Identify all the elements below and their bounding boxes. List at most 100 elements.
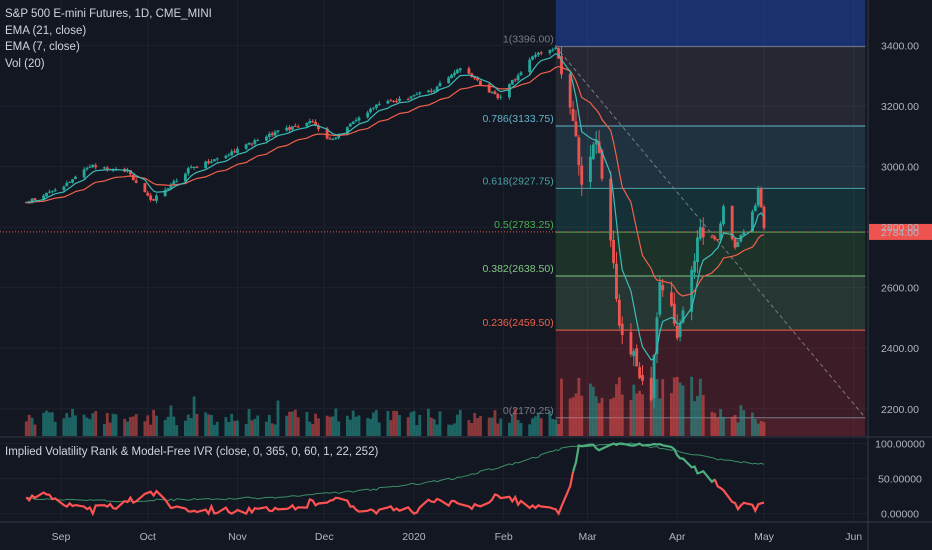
ivr-indicator <box>25 442 765 517</box>
volume-bar <box>476 418 480 436</box>
volume-bar <box>548 411 552 436</box>
candle-body <box>693 260 696 273</box>
volume-bar <box>519 422 523 436</box>
fib-level-label: 0.236(2459.50) <box>482 317 553 329</box>
legend-ema21[interactable]: EMA (21, close) <box>5 24 87 37</box>
candle-body <box>389 100 393 102</box>
volume-bar <box>571 397 575 436</box>
candle-body <box>305 122 309 127</box>
volume-bar <box>513 408 517 436</box>
volume-bar <box>739 405 743 436</box>
symbol-title[interactable]: S&P 500 E-mini Futures, 1D, CME_MINI <box>5 8 212 20</box>
candle-body <box>392 100 396 102</box>
candle-body <box>351 121 355 125</box>
volume-bar <box>114 414 118 436</box>
candle-body <box>681 310 685 323</box>
time-tick-label: Oct <box>140 531 156 543</box>
candle-body <box>510 79 514 85</box>
volume-bar <box>742 410 746 436</box>
volume-bar <box>111 413 115 436</box>
volume-bar <box>233 420 236 436</box>
volume-bar <box>45 410 48 436</box>
volume-bar <box>473 413 477 436</box>
candle-body <box>753 205 757 212</box>
volume-bar <box>328 416 332 436</box>
volume-bar <box>314 413 318 436</box>
candle-body <box>455 69 459 74</box>
volume-bar <box>617 377 621 436</box>
volume-bar <box>528 424 532 436</box>
price-tick-label: 2600.00 <box>881 283 919 295</box>
candle-body <box>733 238 737 248</box>
volume-bar <box>539 418 543 436</box>
volume-bar <box>450 424 453 436</box>
candle-body <box>675 325 679 339</box>
candle-body <box>722 206 725 225</box>
candle-body <box>372 107 375 109</box>
volume-bars <box>24 376 766 436</box>
legend-volume[interactable]: Vol (20) <box>5 57 45 70</box>
candle-body <box>467 68 471 74</box>
volume-bar <box>372 412 375 436</box>
candle-body <box>762 206 766 229</box>
candle-body <box>406 99 410 101</box>
candle-body <box>409 96 413 99</box>
candle-body <box>296 126 300 128</box>
volume-bar <box>762 422 766 436</box>
candle-body <box>736 242 740 247</box>
time-tick-label: Sep <box>52 531 71 543</box>
candle-body <box>82 169 86 178</box>
volume-bar <box>470 423 474 436</box>
candle-body <box>490 91 494 93</box>
candle-body <box>641 375 644 381</box>
indicator-title[interactable]: Implied Volatility Rank & Model-Free IVR… <box>5 446 379 458</box>
fib-zone <box>555 188 866 233</box>
volume-bar <box>479 415 482 436</box>
candle-body <box>345 127 349 135</box>
volume-bar <box>638 390 642 436</box>
candle-body <box>317 125 320 130</box>
legend-ema7[interactable]: EMA (7, close) <box>5 41 80 53</box>
candle-body <box>155 195 158 201</box>
candle-body <box>516 75 520 81</box>
volume-bar <box>655 379 659 436</box>
candle-body <box>366 112 370 118</box>
candle-body <box>429 90 433 92</box>
volume-bar <box>499 418 503 436</box>
volume-bar <box>345 415 349 436</box>
candle-body <box>166 188 170 190</box>
volume-bar <box>348 419 352 436</box>
volume-bar <box>696 395 699 436</box>
candle-body <box>62 186 66 190</box>
fib-level-label: 0.618(2927.75) <box>482 175 553 187</box>
volume-bar <box>406 417 410 436</box>
volume-bar <box>629 399 633 436</box>
ema21-line <box>26 65 765 297</box>
candle-body <box>713 237 717 240</box>
volume-bar <box>351 410 355 436</box>
candle-body <box>655 317 659 355</box>
legend: S&P 500 E-mini Futures, 1D, CME_MINI EMA… <box>5 6 212 72</box>
volume-bar <box>698 378 702 436</box>
volume-bar <box>580 395 584 436</box>
candle-body <box>536 52 540 55</box>
candle-body <box>42 195 46 200</box>
volume-bar <box>398 414 401 436</box>
volume-bar <box>253 418 257 436</box>
price-tick-label: 3000.00 <box>881 162 919 174</box>
candle-body <box>658 281 662 315</box>
ema-lines <box>0 53 868 361</box>
candle-body <box>609 178 613 241</box>
time-tick-label: Apr <box>669 531 686 543</box>
volume-bar <box>632 384 636 436</box>
candle-body <box>742 231 746 236</box>
volume-bar <box>369 418 372 436</box>
volume-bar <box>612 397 615 436</box>
volume-bar <box>27 414 31 436</box>
candle-body <box>418 92 422 94</box>
candle-body <box>661 285 665 291</box>
volume-bar <box>91 413 95 436</box>
volume-bar <box>155 415 158 436</box>
candle-body <box>415 94 419 96</box>
